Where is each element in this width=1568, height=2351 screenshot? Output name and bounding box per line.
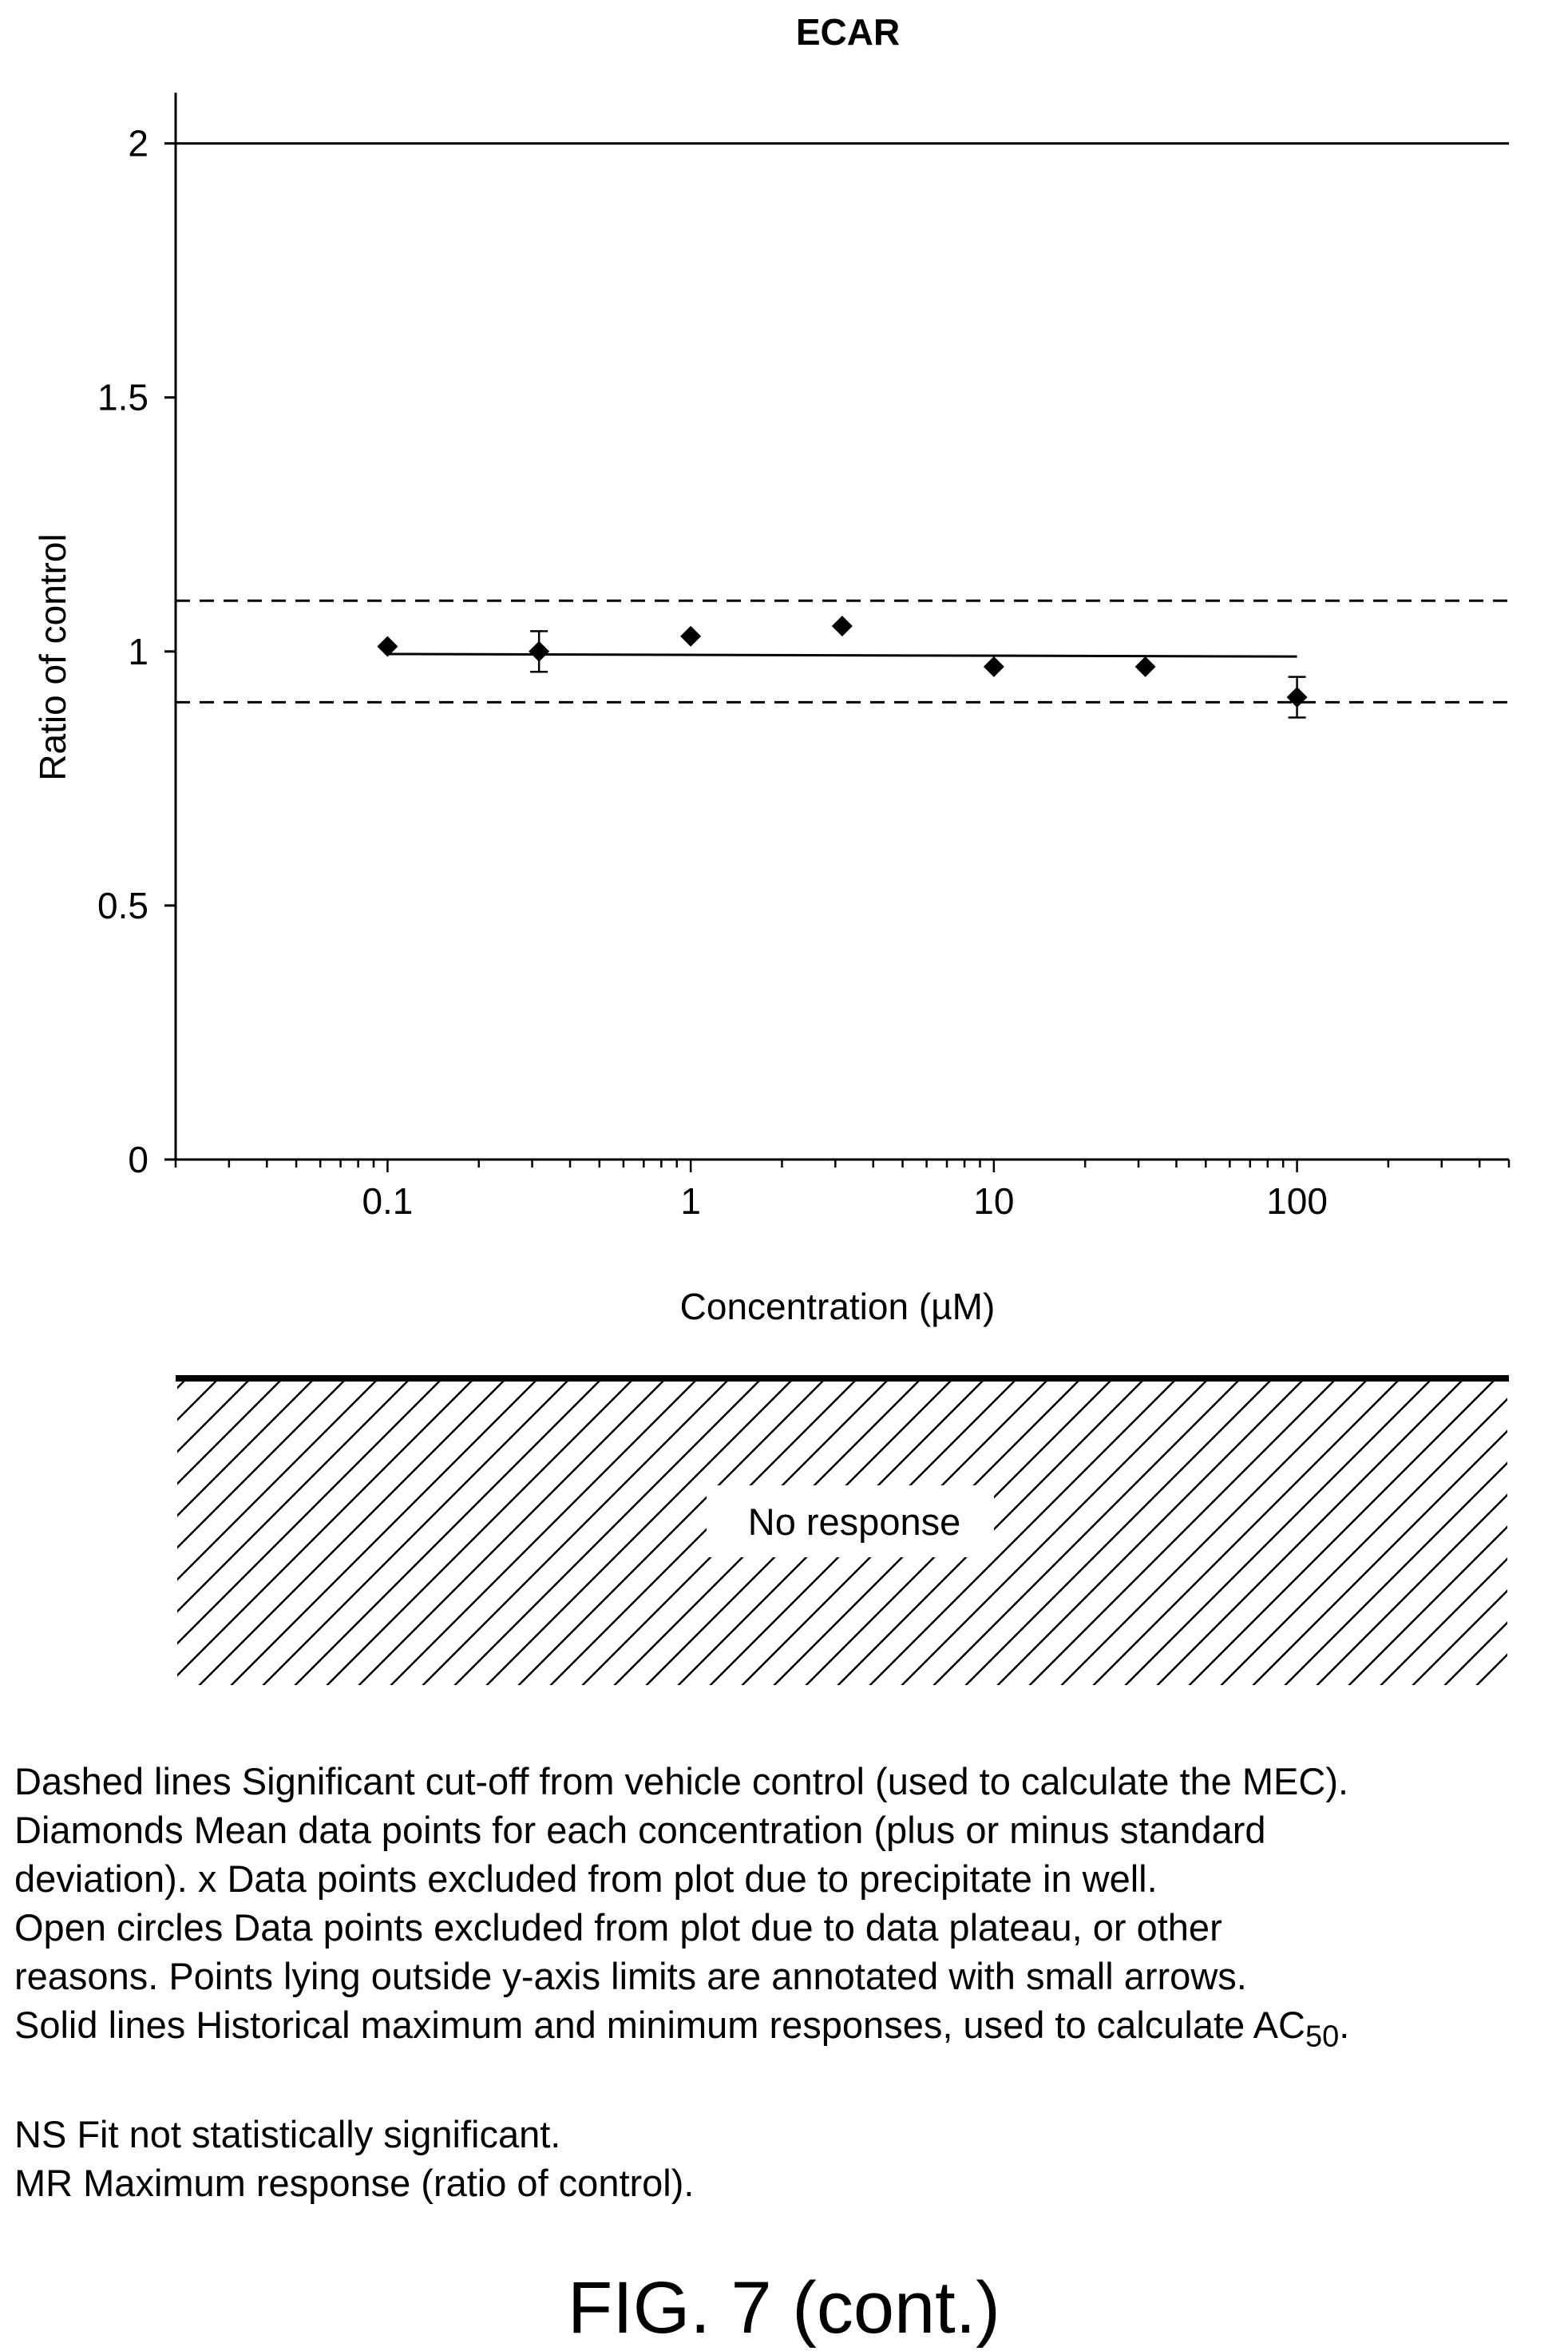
chart-title: ECAR xyxy=(796,11,900,53)
diamond-point xyxy=(1134,656,1156,677)
x-axis-label: Concentration (µM) xyxy=(680,1286,996,1327)
reference-lines xyxy=(176,142,1509,704)
plot-axes: 0 0.5 1 1.5 2 0.1 1 10 100 xyxy=(97,93,1511,1222)
legend-line: MR Maximum response (ratio of control). xyxy=(14,2162,695,2205)
legend-line: Dashed lines Significant cut-off from ve… xyxy=(14,1760,1349,1802)
fit-curve xyxy=(387,652,1297,658)
x-tick-label: 10 xyxy=(973,1180,1014,1222)
legend-line: NS Fit not statistically significant. xyxy=(14,2113,561,2156)
legend-text: Solid lines Historical maximum and minim… xyxy=(14,2004,1305,2046)
y-tick-label: 0.5 xyxy=(97,885,148,926)
x-tick-label: 1 xyxy=(680,1180,701,1222)
diamond-point xyxy=(831,616,853,636)
y-tick-label: 2 xyxy=(128,123,148,165)
y-tick-label: 0 xyxy=(128,1139,148,1180)
x-tick-label: 0.1 xyxy=(362,1180,413,1222)
diamond-point xyxy=(377,636,398,657)
legend-line: Open circles Data points excluded from p… xyxy=(14,1906,1222,1949)
legend-line: Solid lines Historical maximum and minim… xyxy=(14,2000,1555,2061)
legend-line: reasons. Points lying outside y-axis lim… xyxy=(14,1955,1247,1997)
diamond-point xyxy=(983,656,1004,677)
figure-label: FIG. 7 (cont.) xyxy=(568,2267,1000,2349)
figure-legend: Dashed lines Significant cut-off from ve… xyxy=(14,1757,1555,2207)
legend-text: . xyxy=(1339,2004,1350,2046)
ecar-chart: ECAR 0 0.5 1 1.5 2 0.1 1 10 100 Ratio of control… xyxy=(32,11,1511,1327)
y-tick-label: 1 xyxy=(128,631,148,672)
x-tick-label: 100 xyxy=(1266,1180,1328,1222)
legend-subscript: 50 xyxy=(1305,2020,1340,2054)
diamond-point xyxy=(529,640,550,662)
legend-line: deviation). x Data points excluded from … xyxy=(14,1857,1158,1900)
no-response-band: No response xyxy=(176,1375,1509,1685)
no-response-label: No response xyxy=(748,1501,961,1543)
y-tick-label: 1.5 xyxy=(97,377,148,418)
y-axis-label: Ratio of control xyxy=(32,533,73,780)
diamond-point xyxy=(1286,687,1308,708)
data-points xyxy=(377,616,1308,719)
diamond-point xyxy=(680,625,702,647)
legend-line: Diamonds Mean data points for each conce… xyxy=(14,1809,1266,1851)
fit-line xyxy=(387,652,1297,658)
